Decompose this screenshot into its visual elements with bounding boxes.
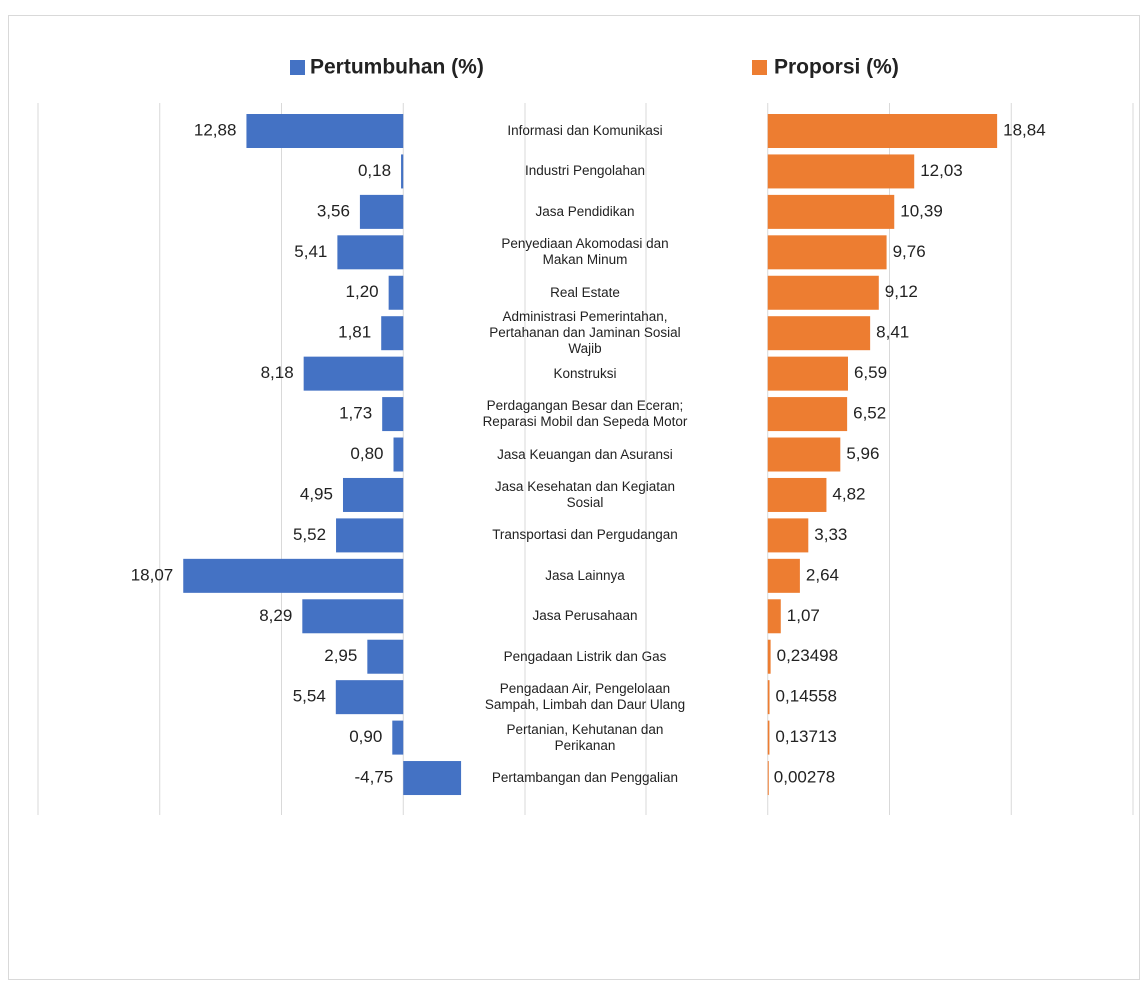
category-label: Administrasi Pemerintahan, Pertahanan da… [489, 309, 681, 357]
bar [246, 114, 404, 148]
category-label: Transportasi dan Pergudangan [492, 527, 678, 543]
data-label: 3,33 [814, 525, 847, 544]
bar [388, 275, 404, 310]
bar [335, 680, 404, 715]
bar [767, 680, 770, 715]
data-label: 5,52 [293, 525, 326, 544]
data-label: -4,75 [355, 768, 394, 787]
category-label: Real Estate [550, 284, 620, 300]
category-label: Jasa Pendidikan [535, 203, 635, 219]
data-label: 2,95 [324, 646, 357, 665]
category-label: Industri Pengolahan [524, 163, 646, 179]
bar [381, 316, 404, 351]
bar [767, 275, 879, 310]
bar [767, 154, 915, 189]
legend-label: Proporsi (%) [774, 56, 899, 79]
data-label: 12,88 [194, 120, 237, 139]
bar [767, 356, 848, 391]
category-label: Pertambangan dan Penggalian [491, 770, 679, 786]
category-label: Jasa Kesehatan dan Kegiatan Sosial [494, 478, 676, 510]
data-label: 9,12 [885, 282, 918, 301]
data-label: 18,84 [1003, 120, 1046, 139]
bar [767, 235, 887, 270]
bar [392, 720, 404, 755]
data-label: 1,20 [346, 282, 379, 301]
data-label: 5,96 [846, 444, 879, 463]
category-label: Pengadaan Listrik dan Gas [503, 648, 667, 664]
data-label: 4,82 [832, 484, 865, 503]
bar [767, 316, 871, 351]
bar [403, 761, 462, 796]
bar [767, 114, 998, 148]
legend-swatch [752, 60, 767, 75]
data-label: 1,81 [338, 323, 371, 342]
data-label: 6,59 [854, 363, 887, 382]
bar [767, 437, 841, 472]
bar [393, 437, 404, 472]
bar [767, 194, 895, 229]
legend-swatch [290, 60, 305, 75]
bar [382, 397, 404, 432]
data-label: 8,29 [259, 606, 292, 625]
data-label: 5,41 [294, 242, 327, 261]
bar [337, 235, 404, 270]
bar [767, 599, 781, 634]
bar [359, 194, 404, 229]
category-label: Informasi dan Komunikasi [507, 123, 663, 138]
bar [367, 639, 404, 674]
legend-label: Pertumbuhan (%) [310, 56, 484, 79]
data-label: 9,76 [893, 242, 926, 261]
data-label: 0,18 [358, 161, 391, 180]
data-label: 8,41 [876, 323, 909, 342]
bar [342, 477, 404, 512]
bar [767, 761, 769, 796]
data-label: 12,03 [920, 161, 963, 180]
bar [767, 518, 809, 553]
data-label: 0,00278 [774, 768, 835, 787]
data-label: 10,39 [900, 201, 943, 220]
category-label: Jasa Keuangan dan Asuransi [497, 446, 673, 462]
category-label: Pertanian, Kehutanan dan Perikanan [506, 721, 664, 753]
chart-border [8, 15, 1140, 980]
data-label: 0,13713 [775, 727, 836, 746]
category-label: Perdagangan Besar dan Eceran; Reparasi M… [482, 398, 688, 430]
data-label: 5,54 [293, 687, 326, 706]
bar [302, 599, 404, 634]
category-label: Jasa Lainnya [545, 567, 625, 583]
data-label: 6,52 [853, 404, 886, 423]
data-label: 18,07 [131, 565, 174, 584]
bar [303, 356, 404, 391]
bar [767, 558, 800, 593]
data-label: 8,18 [261, 363, 294, 382]
data-label: 1,07 [787, 606, 820, 625]
data-label: 3,56 [317, 201, 350, 220]
data-label: 2,64 [806, 565, 839, 584]
bar [183, 558, 404, 593]
category-label: Jasa Perusahaan [532, 608, 638, 624]
bar [767, 477, 827, 512]
bar [336, 518, 404, 553]
bar [767, 639, 771, 674]
data-label: 0,14558 [776, 687, 837, 706]
data-label: 0,90 [349, 727, 382, 746]
bar [767, 397, 848, 432]
data-label: 1,73 [339, 404, 372, 423]
data-label: 0,23498 [777, 646, 838, 665]
category-label: Penyediaan Akomodasi dan Makan Minum [501, 236, 669, 268]
bar [401, 154, 404, 189]
category-label: Pengadaan Air, Pengelolaan Sampah, Limba… [484, 681, 686, 713]
data-label: 0,80 [350, 444, 383, 463]
data-label: 4,95 [300, 484, 333, 503]
category-label: Konstruksi [553, 365, 617, 381]
bar [767, 720, 770, 755]
